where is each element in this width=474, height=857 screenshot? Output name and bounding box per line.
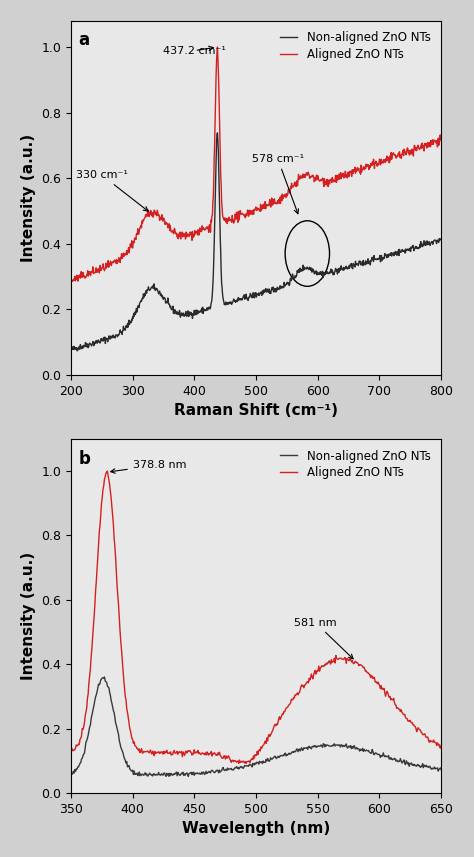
Line: Aligned ZnO NTs: Aligned ZnO NTs <box>71 47 441 281</box>
Non-aligned ZnO NTs <box>350 264 356 274</box>
Non-aligned ZnO NTs <box>270 753 276 764</box>
X-axis label: Raman Shift (cm⁻¹): Raman Shift (cm⁻¹) <box>174 403 338 418</box>
Legend: Non-aligned ZnO NTs, Aligned ZnO NTs: Non-aligned ZnO NTs, Aligned ZnO NTs <box>275 27 435 66</box>
Y-axis label: Intensity (a.u.): Intensity (a.u.) <box>21 134 36 262</box>
Non-aligned ZnO NTs <box>215 128 220 138</box>
Text: 578 cm⁻¹: 578 cm⁻¹ <box>252 153 304 213</box>
Non-aligned ZnO NTs <box>438 235 444 245</box>
Non-aligned ZnO NTs <box>294 271 300 281</box>
Non-aligned ZnO NTs <box>74 345 80 356</box>
Aligned ZnO NTs <box>290 695 296 705</box>
Non-aligned ZnO NTs <box>373 748 379 758</box>
Aligned ZnO NTs <box>68 746 74 756</box>
Non-aligned ZnO NTs <box>305 262 310 273</box>
Non-aligned ZnO NTs <box>248 759 254 770</box>
Aligned ZnO NTs <box>388 154 393 165</box>
Text: 378.8 nm: 378.8 nm <box>110 460 186 473</box>
Non-aligned ZnO NTs <box>388 250 393 261</box>
Non-aligned ZnO NTs <box>68 344 74 354</box>
Non-aligned ZnO NTs <box>438 764 444 775</box>
X-axis label: Wavelength (nm): Wavelength (nm) <box>182 821 330 836</box>
Line: Non-aligned ZnO NTs: Non-aligned ZnO NTs <box>71 133 441 351</box>
Non-aligned ZnO NTs <box>246 761 251 771</box>
Aligned ZnO NTs <box>91 268 97 279</box>
Aligned ZnO NTs <box>248 756 254 766</box>
Non-aligned ZnO NTs <box>290 746 296 757</box>
Aligned ZnO NTs <box>431 735 437 746</box>
Aligned ZnO NTs <box>69 276 74 286</box>
Non-aligned ZnO NTs <box>101 672 107 682</box>
Line: Aligned ZnO NTs: Aligned ZnO NTs <box>71 471 441 764</box>
Text: 581 nm: 581 nm <box>294 618 353 659</box>
Non-aligned ZnO NTs <box>284 278 290 288</box>
Aligned ZnO NTs <box>270 725 276 735</box>
Non-aligned ZnO NTs <box>91 337 97 347</box>
Line: Non-aligned ZnO NTs: Non-aligned ZnO NTs <box>71 677 441 776</box>
Non-aligned ZnO NTs <box>185 771 191 782</box>
Aligned ZnO NTs <box>105 466 110 476</box>
Text: 437.2 cm⁻¹: 437.2 cm⁻¹ <box>163 45 226 56</box>
Aligned ZnO NTs <box>438 740 444 751</box>
Aligned ZnO NTs <box>350 169 356 179</box>
Aligned ZnO NTs <box>438 135 444 146</box>
Non-aligned ZnO NTs <box>431 763 437 773</box>
Aligned ZnO NTs <box>284 189 290 199</box>
Aligned ZnO NTs <box>294 176 300 186</box>
Text: b: b <box>79 450 91 468</box>
Aligned ZnO NTs <box>215 42 220 52</box>
Non-aligned ZnO NTs <box>68 768 74 778</box>
Aligned ZnO NTs <box>305 168 310 178</box>
Aligned ZnO NTs <box>246 756 251 766</box>
Aligned ZnO NTs <box>68 273 74 284</box>
Text: a: a <box>79 32 90 50</box>
Aligned ZnO NTs <box>373 676 379 686</box>
Aligned ZnO NTs <box>243 758 249 769</box>
Text: 330 cm⁻¹: 330 cm⁻¹ <box>76 171 148 211</box>
Legend: Non-aligned ZnO NTs, Aligned ZnO NTs: Non-aligned ZnO NTs, Aligned ZnO NTs <box>275 445 435 484</box>
Y-axis label: Intensity (a.u.): Intensity (a.u.) <box>21 552 36 680</box>
